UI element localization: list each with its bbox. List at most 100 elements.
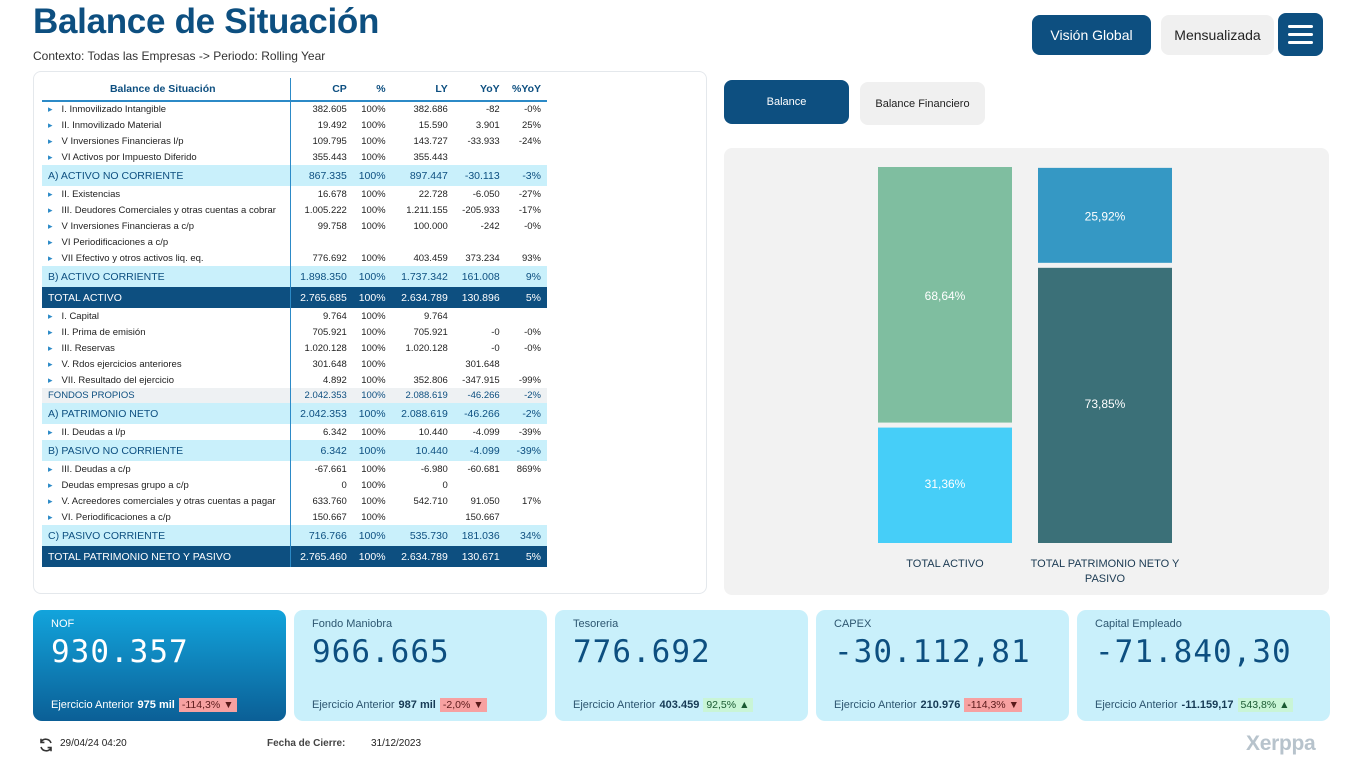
cell-pyoy: -0% xyxy=(524,104,541,115)
tab-balance[interactable]: Balance xyxy=(724,80,849,124)
cell-yoy: -46.266 xyxy=(453,388,506,403)
table-row[interactable]: VI Activos por Impuesto Diferido 355.443 1… xyxy=(42,149,547,165)
bar-segment[interactable] xyxy=(878,427,1012,543)
vision-global-button[interactable]: Visión Global xyxy=(1032,15,1151,55)
x-axis-category-label: TOTAL ACTIVO xyxy=(906,558,984,570)
kpi-card-fondo-maniobra[interactable]: Fondo Maniobra 966.665 Ejercicio Anterior 9… xyxy=(294,610,547,721)
cell-yoy: -60.681 xyxy=(467,463,500,475)
cell-pyoy xyxy=(506,234,547,250)
bar-segment[interactable] xyxy=(1038,267,1172,543)
cell-ly: 705.921 xyxy=(413,326,448,338)
cell-cp: 1.898.350 xyxy=(290,266,353,287)
kpi-card-nof[interactable]: NOF 930.357 Ejercicio Anterior 975 mil -114,… xyxy=(33,610,286,721)
kpi-value: -71.840,30 xyxy=(1095,634,1292,670)
table-row[interactable]: V Inversiones Financieras l/p 109.795 100%… xyxy=(42,133,547,149)
cell-yoy xyxy=(454,234,506,250)
kpi-prev-label: Ejercicio Anterior xyxy=(312,699,395,711)
table-row[interactable]: VII Efectivo y otros activos liq. eq. 776… xyxy=(42,250,547,266)
cell-yoy: -6.050 xyxy=(472,188,500,200)
kpi-title: NOF xyxy=(51,618,75,630)
bar-segment[interactable] xyxy=(878,167,1012,423)
cell-pct: 100% xyxy=(352,287,392,308)
cell-label: III. Deudas a c/p xyxy=(42,461,291,477)
kpi-change-badge: -114,3% ▼ xyxy=(178,698,237,712)
tab-balance-financiero[interactable]: Balance Financiero xyxy=(860,82,985,125)
cell-label: I. Inmovilizado Intangible xyxy=(42,101,291,117)
cell-cp: 6.342 xyxy=(323,426,347,438)
cell-pyoy: 17% xyxy=(521,495,541,507)
table-row[interactable]: V. Acreedores comerciales y otras cuenta… xyxy=(42,493,547,509)
table-row[interactable]: III. Deudores Comerciales y otras cuenta… xyxy=(42,202,547,218)
cell-ly: 100.000 xyxy=(413,220,448,232)
cell-yoy: -4.099 xyxy=(453,440,506,461)
col-header-pct[interactable]: % xyxy=(352,78,392,102)
col-header-label[interactable]: Balance de Situación xyxy=(42,78,291,102)
kpi-title: Capital Empleado xyxy=(1095,618,1182,630)
cell-cp: 19.492 xyxy=(317,119,347,131)
cell-yoy: 373.234 xyxy=(465,252,500,264)
bar-data-label: 25,92% xyxy=(1085,210,1126,224)
cell-yoy: 301.648 xyxy=(465,358,500,370)
bar-segment[interactable] xyxy=(1038,167,1172,263)
kpi-change-badge: 543,8% ▲ xyxy=(1237,698,1293,712)
mensualizada-button[interactable]: Mensualizada xyxy=(1161,15,1274,55)
cell-label: II. Inmovilizado Material xyxy=(42,117,291,133)
table-row[interactable]: VII. Resultado del ejercicio 4.892 100% 352… xyxy=(42,372,547,388)
cell-pct: 100% xyxy=(361,495,386,507)
table-row[interactable]: V. Rdos ejercicios anteriores 301.648 100%… xyxy=(42,356,547,372)
menu-button[interactable] xyxy=(1278,13,1323,56)
table-row[interactable]: V Inversiones Financieras a c/p 99.758 100… xyxy=(42,218,547,234)
kpi-previous: Ejercicio Anterior 975 mil -114,3% ▼ xyxy=(51,698,237,712)
cell-pyoy: 93% xyxy=(521,252,541,264)
col-header-yoy[interactable]: YoY xyxy=(453,78,506,102)
cell-cp: 355.443 xyxy=(312,151,347,163)
cell-label: B) PASIVO NO CORRIENTE xyxy=(42,440,291,461)
cell-cp: 2.042.353 xyxy=(290,388,353,403)
cell-label: VII. Resultado del ejercicio xyxy=(42,372,291,388)
page-title: Balance de Situación xyxy=(33,2,380,41)
kpi-change-value: 92,5% xyxy=(706,699,737,711)
cell-label: VI. Periodificaciones a c/p xyxy=(42,509,291,525)
cell-cp xyxy=(290,234,353,250)
kpi-prev-label: Ejercicio Anterior xyxy=(51,699,134,711)
table-row: B) ACTIVO CORRIENTE 1.898.350 100% 1.737.34… xyxy=(42,266,547,287)
table-row[interactable]: II. Inmovilizado Material 19.492 100% 15.59… xyxy=(42,117,547,133)
table-row[interactable]: VI Periodificaciones a c/p xyxy=(42,234,547,250)
kpi-previous: Ejercicio Anterior 210.976 -114,3% ▼ xyxy=(834,698,1023,712)
table-row[interactable]: II. Prima de emisión 705.921 100% 705.921 -0… xyxy=(42,324,547,340)
cell-cp: 716.766 xyxy=(290,525,353,546)
col-header-cp[interactable]: CP xyxy=(290,78,353,102)
kpi-card-capital-empleado[interactable]: Capital Empleado -71.840,30 Ejercicio Ante… xyxy=(1077,610,1330,721)
kpi-change-value: -2,0% xyxy=(442,699,471,711)
table-row[interactable]: I. Inmovilizado Intangible 382.605 100% 382… xyxy=(42,101,547,117)
kpi-value: -30.112,81 xyxy=(834,634,1031,670)
cell-pyoy xyxy=(506,356,547,372)
table-row[interactable]: II. Existencias 16.678 100% 22.728 -6.050 -27… xyxy=(42,186,547,202)
col-header-ly[interactable]: LY xyxy=(391,78,454,102)
table-row[interactable]: III. Deudas a c/p -67.661 100% -6.980 -60.68… xyxy=(42,461,547,477)
kpi-prev-value: 975 mil xyxy=(137,699,175,711)
cell-yoy: 161.008 xyxy=(453,266,506,287)
table-row: FONDOS PROPIOS 2.042.353 100% 2.088.619 -46.… xyxy=(42,388,547,403)
cell-cp: 150.667 xyxy=(312,511,347,523)
cell-cp: 9.764 xyxy=(323,310,347,322)
kpi-previous: Ejercicio Anterior -11.159,17 543,8% ▲ xyxy=(1095,698,1293,712)
col-header-pyoy[interactable]: %YoY xyxy=(505,78,547,102)
kpi-card-tesoreria[interactable]: Tesoreria 776.692 Ejercicio Anterior 403.45… xyxy=(555,610,808,721)
cell-pct: 100% xyxy=(352,546,392,567)
kpi-card-capex[interactable]: CAPEX -30.112,81 Ejercicio Anterior 210.976… xyxy=(816,610,1069,721)
table-row[interactable]: II. Deudas a l/p 6.342 100% 10.440 -4.099 -39… xyxy=(42,424,547,440)
cell-ly: 403.459 xyxy=(413,252,448,264)
refresh-icon[interactable] xyxy=(38,737,54,753)
cell-label: FONDOS PROPIOS xyxy=(42,388,291,403)
arrow-down-icon: ▼ xyxy=(223,699,234,711)
cell-cp: 2.765.460 xyxy=(290,546,353,567)
table-row: B) PASIVO NO CORRIENTE 6.342 100% 10.440 -4.… xyxy=(42,440,547,461)
cell-cp: 633.760 xyxy=(312,495,347,507)
cell-pct: 100% xyxy=(352,403,392,424)
table-row[interactable]: VI. Periodificaciones a c/p 150.667 100% 15… xyxy=(42,509,547,525)
table-row[interactable]: III. Reservas 1.020.128 100% 1.020.128 -0 -0% xyxy=(42,340,547,356)
table-row[interactable]: Deudas empresas grupo a c/p 0 100% 0 xyxy=(42,477,547,493)
table-row[interactable]: I. Capital 9.764 100% 9.764 xyxy=(42,308,547,324)
cell-yoy xyxy=(454,308,506,324)
